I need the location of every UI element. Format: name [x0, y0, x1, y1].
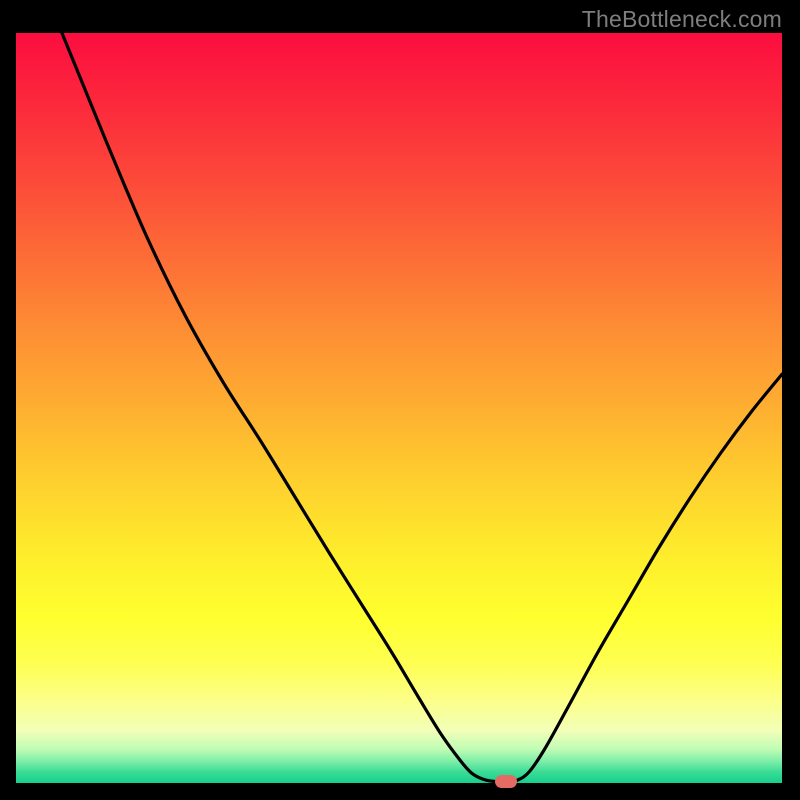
- watermark-text: TheBottleneck.com: [582, 6, 782, 33]
- bottleneck-curve: [16, 33, 782, 783]
- chart-frame: TheBottleneck.com: [0, 0, 800, 800]
- optimal-point-marker: [495, 775, 517, 788]
- plot-area: [16, 33, 782, 783]
